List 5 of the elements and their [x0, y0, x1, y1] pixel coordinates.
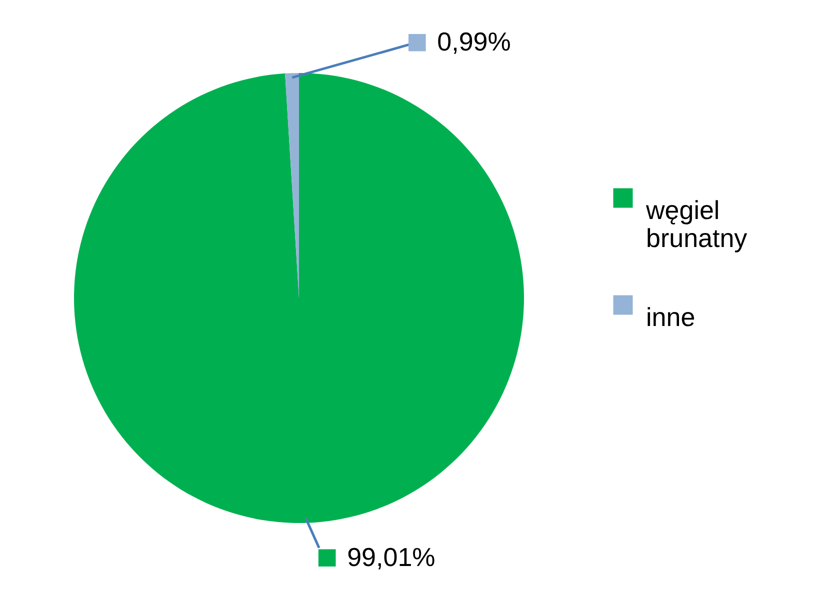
data-label: 0,99% — [437, 26, 511, 57]
legend-label: węgiel brunatny — [645, 195, 748, 253]
legend-label: inne — [646, 302, 696, 332]
pie-slice — [74, 73, 524, 523]
data-label: 99,01% — [347, 542, 436, 572]
